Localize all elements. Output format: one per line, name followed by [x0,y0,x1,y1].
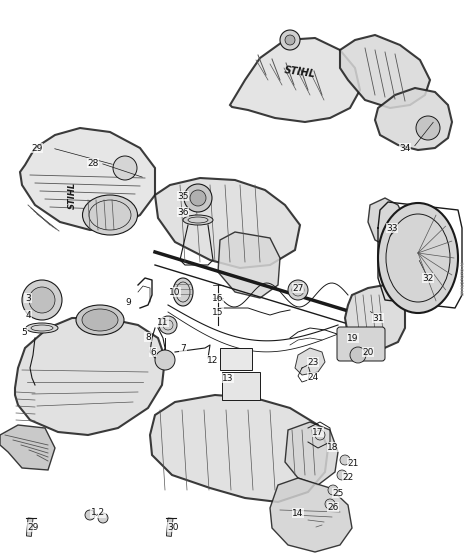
Polygon shape [270,478,352,552]
Ellipse shape [26,323,58,333]
Text: 35: 35 [177,191,189,201]
Text: 31: 31 [372,314,384,322]
Polygon shape [0,425,55,470]
Text: 36: 36 [177,207,189,216]
Bar [27,518,33,537]
Circle shape [337,470,347,480]
Circle shape [340,455,350,465]
Ellipse shape [82,309,118,331]
Text: 6: 6 [150,348,156,356]
Ellipse shape [173,278,193,306]
Text: 21: 21 [347,459,359,468]
Bar [220,348,252,370]
Text: 34: 34 [399,143,410,152]
Ellipse shape [378,203,458,313]
Text: 28: 28 [87,158,99,167]
Bar [166,518,173,537]
Text: 18: 18 [327,443,339,451]
Text: 17: 17 [312,428,324,436]
Polygon shape [295,348,325,375]
Text: 25: 25 [332,489,344,498]
Text: 26: 26 [328,503,339,512]
Circle shape [350,347,366,363]
Circle shape [184,184,212,212]
Polygon shape [368,198,405,248]
Text: 14: 14 [292,509,304,518]
Text: 24: 24 [307,373,319,381]
Text: 4: 4 [25,310,31,320]
Circle shape [22,280,62,320]
Circle shape [29,287,55,313]
FancyBboxPatch shape [337,327,385,361]
Text: 844627070-AI: 844627070-AI [461,261,465,295]
Circle shape [280,30,300,50]
Circle shape [285,35,295,45]
Text: 20: 20 [362,348,374,356]
Circle shape [325,499,335,509]
Text: 3: 3 [25,294,31,302]
Ellipse shape [76,305,124,335]
Text: 15: 15 [212,307,224,316]
Polygon shape [218,232,280,298]
Text: STIHL: STIHL [283,65,316,79]
Polygon shape [345,285,405,350]
Text: 13: 13 [222,374,234,383]
Text: 9: 9 [125,297,131,306]
Circle shape [155,350,175,370]
Text: 5: 5 [21,327,27,336]
Text: 19: 19 [347,334,359,342]
Circle shape [190,190,206,206]
Text: 12: 12 [207,355,219,365]
Text: 11: 11 [157,317,169,326]
Text: 29: 29 [31,143,43,152]
Polygon shape [375,88,452,150]
Polygon shape [150,395,328,502]
Bar [222,372,260,400]
Text: STIHL: STIHL [67,181,76,208]
Text: 29: 29 [27,523,39,532]
Text: 8: 8 [145,332,151,341]
Polygon shape [340,35,430,108]
Polygon shape [230,38,360,122]
Circle shape [416,116,440,140]
Text: 33: 33 [386,224,398,232]
Polygon shape [15,318,165,435]
Circle shape [113,156,137,180]
Text: 1,2: 1,2 [91,509,105,518]
Text: 16: 16 [212,294,224,302]
Circle shape [85,510,95,520]
Circle shape [328,485,338,495]
Circle shape [159,316,177,334]
Polygon shape [155,178,300,268]
Text: 22: 22 [342,473,354,481]
Text: 32: 32 [422,274,434,282]
Text: 30: 30 [167,523,179,532]
Circle shape [98,513,108,523]
Ellipse shape [82,195,137,235]
Text: 23: 23 [307,358,319,366]
Text: 7: 7 [180,344,186,353]
Text: 10: 10 [169,287,181,296]
Text: 27: 27 [292,284,304,292]
Polygon shape [20,128,155,230]
Ellipse shape [183,215,213,225]
Circle shape [315,430,325,440]
Polygon shape [285,422,338,485]
Circle shape [288,280,308,300]
